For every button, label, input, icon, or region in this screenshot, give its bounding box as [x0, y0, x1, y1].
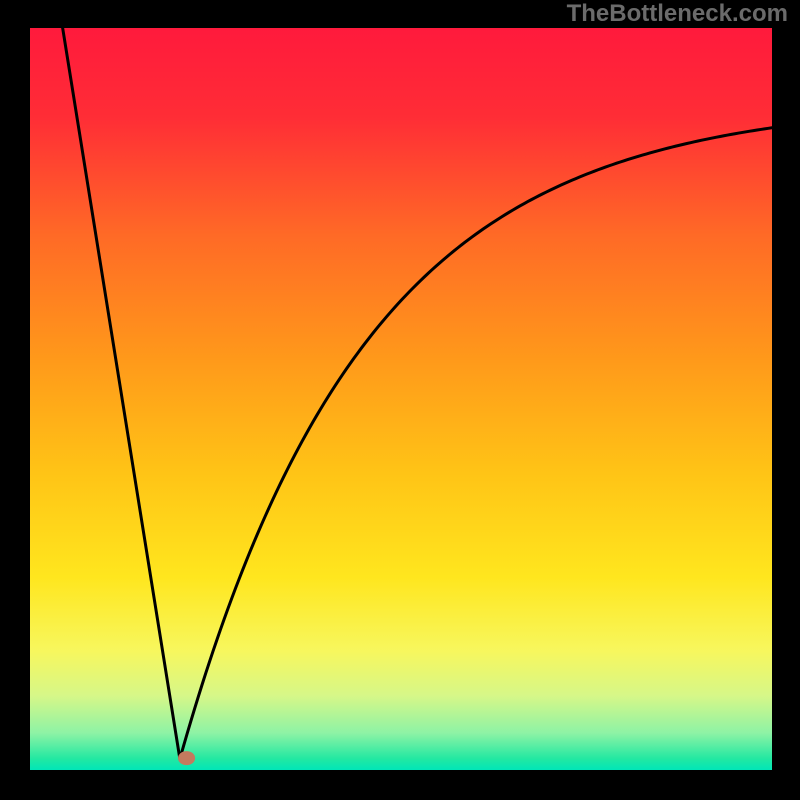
plot-area — [30, 28, 772, 770]
curve-right-segment — [180, 128, 772, 759]
watermark-text: TheBottleneck.com — [567, 0, 788, 28]
curve-layer — [30, 28, 772, 770]
curve-left-segment — [63, 28, 180, 759]
minimum-marker — [178, 751, 195, 765]
chart-container: TheBottleneck.com — [0, 0, 800, 800]
